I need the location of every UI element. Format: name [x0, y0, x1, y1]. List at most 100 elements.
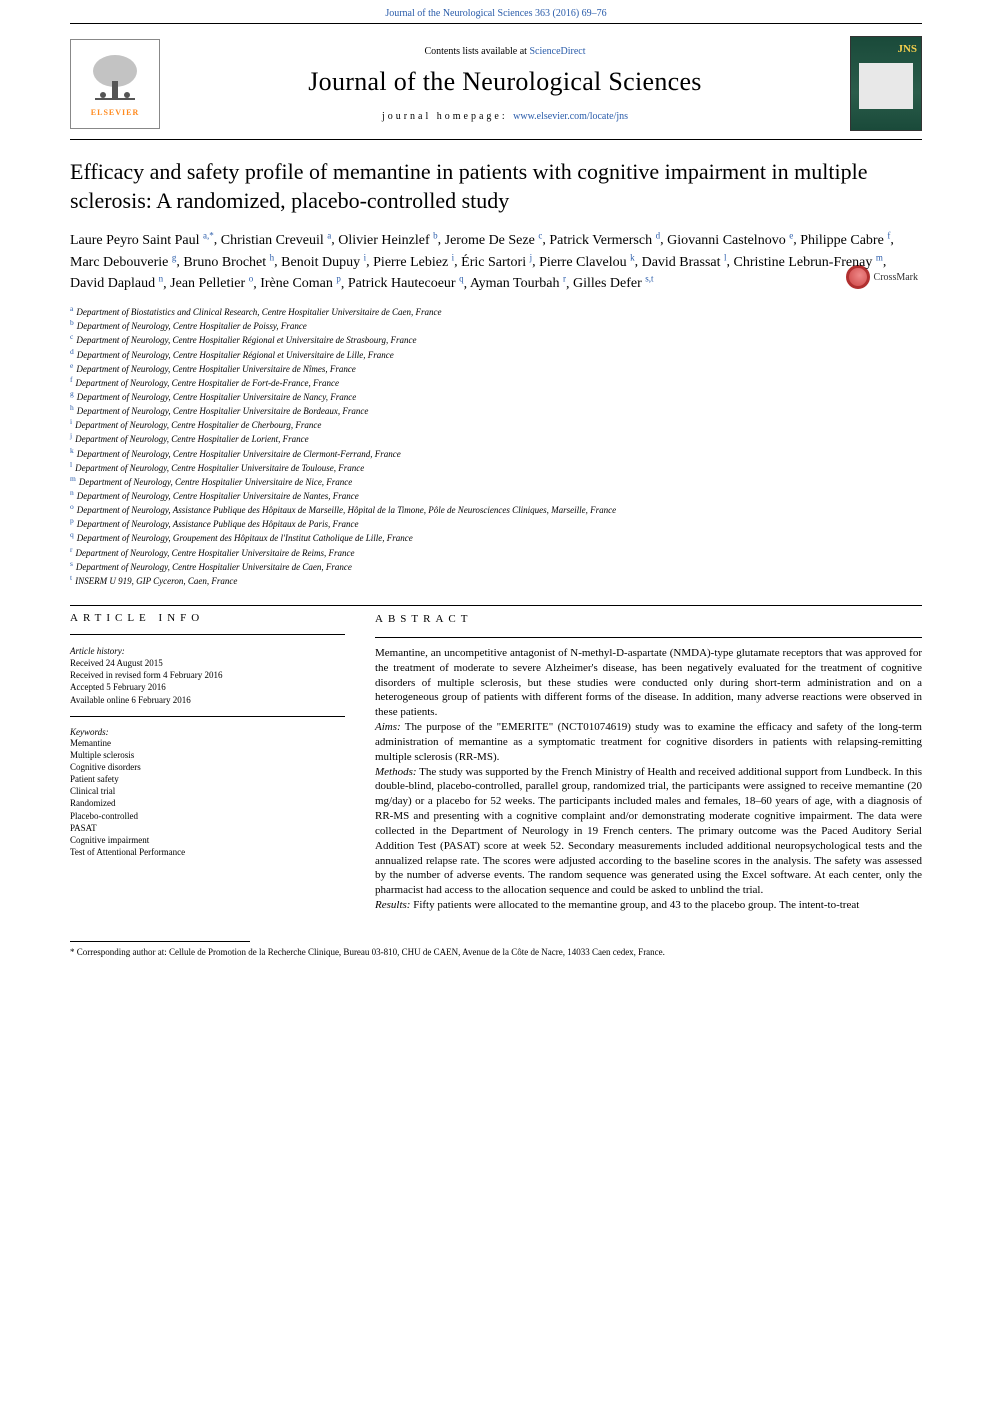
affiliation-text: Department of Neurology, Centre Hospital…	[76, 548, 355, 558]
author-affiliation-ref[interactable]: k	[630, 252, 635, 262]
masthead: ELSEVIER Contents lists available at Sci…	[0, 24, 992, 139]
author: Christine Lebrun-Frenay m	[734, 255, 883, 270]
article-history: Article history: Received 24 August 2015…	[70, 645, 345, 706]
corresponding-star-icon[interactable]: *	[209, 230, 214, 240]
affiliation-line: fDepartment of Neurology, Centre Hospita…	[70, 375, 922, 389]
author-affiliation-ref[interactable]: f	[887, 230, 890, 240]
affiliation-line: sDepartment of Neurology, Centre Hospita…	[70, 559, 922, 573]
affiliation-line: cDepartment of Neurology, Centre Hospita…	[70, 332, 922, 346]
author-affiliation-ref[interactable]: q	[459, 274, 464, 284]
affiliation-line: hDepartment of Neurology, Centre Hospita…	[70, 403, 922, 417]
contents-line: Contents lists available at ScienceDirec…	[174, 46, 836, 57]
keywords-label: Keywords:	[70, 727, 345, 737]
keyword: Cognitive disorders	[70, 761, 345, 773]
affiliation-text: Department of Neurology, Centre Hospital…	[75, 420, 321, 430]
author: Giovanni Castelnovo e	[667, 233, 793, 248]
affiliation-key: n	[70, 488, 74, 497]
authors: Laure Peyro Saint Paul a,*, Christian Cr…	[70, 229, 922, 294]
author: David Brassat l	[642, 255, 727, 270]
sciencedirect-link[interactable]: ScienceDirect	[529, 46, 585, 57]
affiliation-text: Department of Neurology, Groupement des …	[77, 533, 413, 543]
affiliation-text: Department of Neurology, Assistance Publ…	[77, 519, 359, 529]
affiliation-text: Department of Neurology, Centre Hospital…	[77, 350, 394, 360]
author: Bruno Brochet h	[183, 255, 274, 270]
affiliation-text: Department of Neurology, Centre Hospital…	[77, 491, 359, 501]
author-affiliation-ref[interactable]: i	[364, 252, 367, 262]
author-affiliation-ref[interactable]: j	[530, 252, 533, 262]
author-affiliation-ref[interactable]: o	[249, 274, 254, 284]
abstract-results: Results: Fifty patients were allocated t…	[375, 898, 922, 913]
affiliation-line: lDepartment of Neurology, Centre Hospita…	[70, 460, 922, 474]
author-affiliation-ref[interactable]: i	[452, 252, 455, 262]
author-affiliation-ref[interactable]: r	[563, 274, 566, 284]
affiliation-key: o	[70, 502, 74, 511]
affiliation-text: INSERM U 919, GIP Cyceron, Caen, France	[75, 576, 237, 586]
keyword: Cognitive impairment	[70, 834, 345, 846]
affiliations: aDepartment of Biostatistics and Clinica…	[70, 304, 922, 587]
author-affiliation-ref[interactable]: g	[172, 252, 177, 262]
info-columns: article info Article history: Received 2…	[70, 612, 922, 925]
affiliation-line: qDepartment of Neurology, Groupement des…	[70, 530, 922, 544]
article-title: Efficacy and safety profile of memantine…	[70, 158, 922, 215]
journal-homepage: journal homepage: www.elsevier.com/locat…	[174, 111, 836, 122]
author-affiliation-ref[interactable]: e	[789, 230, 793, 240]
abstract-methods: Methods: The study was supported by the …	[375, 765, 922, 899]
affiliation-line: eDepartment of Neurology, Centre Hospita…	[70, 361, 922, 375]
affiliation-key: b	[70, 318, 74, 327]
elsevier-tree-icon	[85, 51, 145, 106]
author-affiliation-ref[interactable]: b	[433, 230, 438, 240]
history-label: Article history:	[70, 645, 345, 657]
author: Benoit Dupuy i	[281, 255, 366, 270]
affiliation-text: Department of Neurology, Centre Hospital…	[77, 392, 356, 402]
keywords-list: MemantineMultiple sclerosisCognitive dis…	[70, 737, 345, 858]
rule-keywords-top	[70, 716, 345, 717]
history-line: Available online 6 February 2016	[70, 694, 345, 706]
aims-text: The purpose of the "EMERITE" (NCT0107461…	[375, 721, 922, 763]
author-affiliation-ref[interactable]: l	[724, 252, 727, 262]
author-affiliation-ref[interactable]: p	[336, 274, 341, 284]
author: Pierre Clavelou k	[539, 255, 634, 270]
affiliation-text: Department of Neurology, Centre Hospital…	[77, 321, 307, 331]
affiliation-key: a	[70, 304, 73, 313]
affiliation-key: m	[70, 474, 76, 483]
author: Christian Creveuil a	[221, 233, 332, 248]
affiliation-key: p	[70, 516, 74, 525]
homepage-link[interactable]: www.elsevier.com/locate/jns	[513, 111, 628, 122]
author-affiliation-ref[interactable]: s,t	[645, 274, 653, 284]
methods-text: The study was supported by the French Mi…	[375, 766, 922, 897]
abstract-col: abstract Memantine, an uncompetitive ant…	[375, 612, 922, 913]
affiliation-text: Department of Neurology, Assistance Publ…	[77, 505, 616, 515]
affiliation-text: Department of Neurology, Centre Hospital…	[77, 449, 401, 459]
elsevier-logo[interactable]: ELSEVIER	[70, 39, 160, 129]
author: David Daplaud n	[70, 276, 163, 291]
author-affiliation-ref[interactable]: c	[538, 230, 542, 240]
author-affiliation-ref[interactable]: a	[327, 230, 331, 240]
author: Laure Peyro Saint Paul a,*	[70, 233, 214, 248]
affiliation-line: gDepartment of Neurology, Centre Hospita…	[70, 389, 922, 403]
affiliation-text: Department of Neurology, Centre Hospital…	[77, 406, 369, 416]
homepage-label: journal homepage:	[382, 111, 513, 122]
affiliation-line: jDepartment of Neurology, Centre Hospita…	[70, 431, 922, 445]
affiliation-key: j	[70, 431, 72, 440]
affiliation-key: s	[70, 559, 73, 568]
author-affiliation-ref[interactable]: d	[656, 230, 661, 240]
results-label: Results:	[375, 899, 410, 911]
elsevier-label: ELSEVIER	[91, 108, 139, 117]
abstract-body: Memantine, an uncompetitive antagonist o…	[375, 646, 922, 913]
affiliation-line: rDepartment of Neurology, Centre Hospita…	[70, 545, 922, 559]
keyword: Placebo-controlled	[70, 810, 345, 822]
author-affiliation-ref[interactable]: h	[270, 252, 275, 262]
history-line: Received in revised form 4 February 2016	[70, 669, 345, 681]
affiliation-key: d	[70, 347, 74, 356]
affiliation-key: k	[70, 446, 74, 455]
author: Jerome De Seze c	[445, 233, 543, 248]
journal-cover-thumb[interactable]	[850, 36, 922, 131]
affiliation-text: Department of Neurology, Centre Hospital…	[76, 335, 416, 345]
article-body: Efficacy and safety profile of memantine…	[0, 140, 992, 988]
author-affiliation-ref[interactable]: n	[159, 274, 164, 284]
affiliation-line: pDepartment of Neurology, Assistance Pub…	[70, 516, 922, 530]
rule-history-top	[70, 634, 345, 635]
abstract-intro: Memantine, an uncompetitive antagonist o…	[375, 646, 922, 720]
author-affiliation-ref[interactable]: m	[876, 252, 883, 262]
affiliation-text: Department of Neurology, Centre Hospital…	[75, 434, 309, 444]
